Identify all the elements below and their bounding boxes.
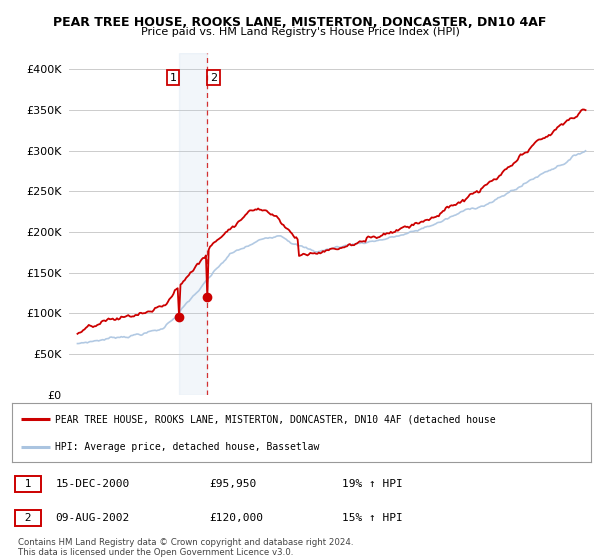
Text: 15% ↑ HPI: 15% ↑ HPI (342, 513, 403, 522)
Text: HPI: Average price, detached house, Bassetlaw: HPI: Average price, detached house, Bass… (55, 442, 320, 452)
Text: 15-DEC-2000: 15-DEC-2000 (55, 479, 130, 489)
Text: 09-AUG-2002: 09-AUG-2002 (55, 513, 130, 522)
Text: Contains HM Land Registry data © Crown copyright and database right 2024.
This d: Contains HM Land Registry data © Crown c… (18, 538, 353, 557)
Text: PEAR TREE HOUSE, ROOKS LANE, MISTERTON, DONCASTER, DN10 4AF: PEAR TREE HOUSE, ROOKS LANE, MISTERTON, … (53, 16, 547, 29)
Text: 19% ↑ HPI: 19% ↑ HPI (342, 479, 403, 489)
Text: 1: 1 (18, 479, 38, 489)
Text: 1: 1 (170, 73, 176, 83)
Text: £95,950: £95,950 (209, 479, 256, 489)
Text: PEAR TREE HOUSE, ROOKS LANE, MISTERTON, DONCASTER, DN10 4AF (detached house: PEAR TREE HOUSE, ROOKS LANE, MISTERTON, … (55, 414, 496, 424)
Bar (179, 53, 208, 395)
Text: 2: 2 (18, 513, 38, 522)
Text: Price paid vs. HM Land Registry's House Price Index (HPI): Price paid vs. HM Land Registry's House … (140, 27, 460, 37)
Text: 2: 2 (210, 73, 217, 83)
Text: £120,000: £120,000 (209, 513, 263, 522)
